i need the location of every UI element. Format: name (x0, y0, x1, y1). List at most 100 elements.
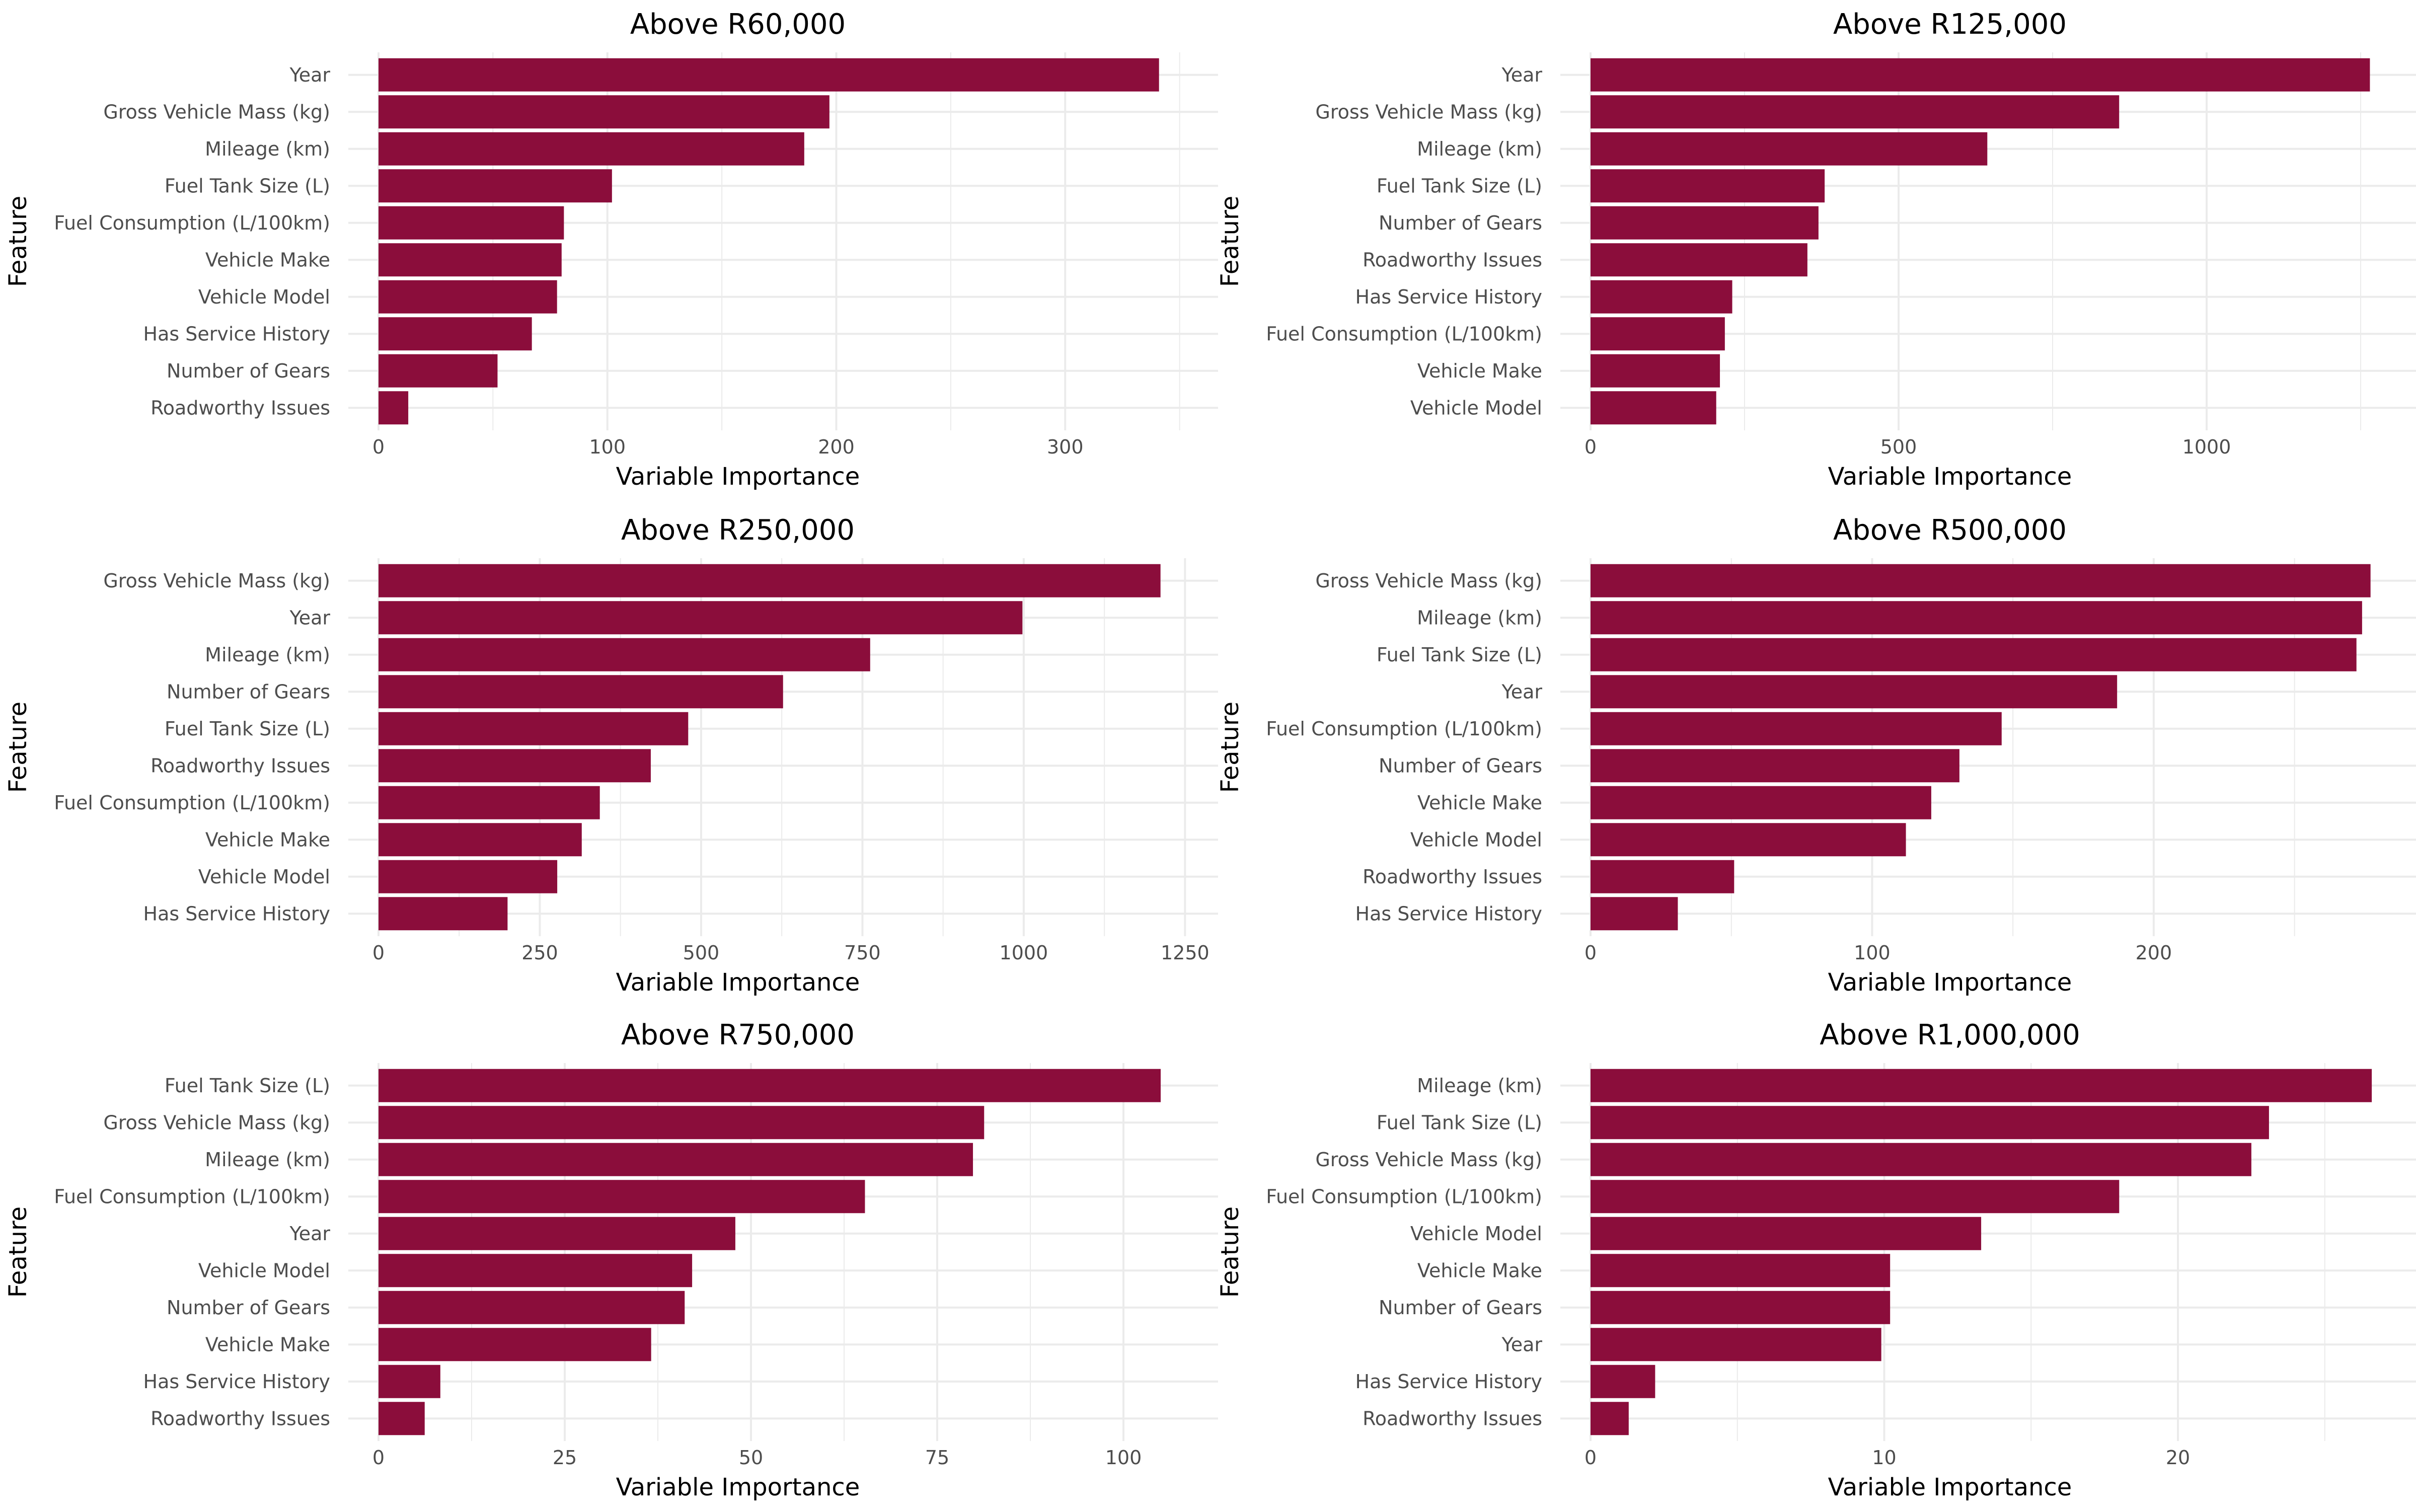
chart-1-y-axis-title: Feature (1216, 196, 1244, 287)
chart-1-bar-number-of-gears (1591, 206, 1819, 240)
chart-5-x-axis-title: Variable Importance (1828, 1473, 2072, 1501)
chart-5-category-label-roadworthy-issues: Roadworthy Issues (1363, 1407, 1542, 1429)
chart-2-tick-label-1: 250 (521, 942, 558, 964)
chart-0-bar-vehicle-make (379, 243, 562, 277)
chart-5-bar-roadworthy-issues (1591, 1402, 1629, 1435)
chart-5-category-label-gross-vehicle-mass-kg: Gross Vehicle Mass (kg) (1315, 1149, 1542, 1171)
chart-1-bar-fuel-tank-size-l (1591, 169, 1825, 203)
chart-2-bar-fuel-tank-size-l (379, 712, 689, 745)
chart-4-bar-fuel-consumption-l-100km (379, 1180, 865, 1214)
chart-5-category-label-vehicle-make: Vehicle Make (1417, 1259, 1542, 1281)
chart-5-panel: Mileage (km) Fuel Tank Size (L) Gross Vehi… (1216, 1019, 2416, 1501)
chart-5-category-label-fuel-tank-size-l: Fuel Tank Size (L) (1377, 1111, 1542, 1133)
chart-5-bar-fuel-tank-size-l (1591, 1106, 2269, 1140)
chart-5-bar-number-of-gears (1591, 1291, 1891, 1324)
chart-2-category-label-year: Year (289, 607, 331, 629)
chart-5-bar-vehicle-make (1591, 1254, 1891, 1288)
chart-3-bar-gross-vehicle-mass-kg (1591, 564, 2371, 597)
chart-2-category-label-number-of-gears: Number of Gears (167, 681, 330, 703)
chart-0-tick-label-2: 200 (818, 436, 855, 458)
chart-4-bar-year (379, 1217, 735, 1250)
chart-2-category-label-has-service-history: Has Service History (143, 902, 330, 925)
chart-3-tick-label-2: 200 (2136, 942, 2172, 964)
chart-4-tick-label-2: 50 (739, 1447, 763, 1469)
chart-5-bar-year (1591, 1328, 1881, 1362)
chart-5-bar-fuel-consumption-l-100km (1591, 1180, 2120, 1214)
chart-4-bar-vehicle-model (379, 1254, 693, 1288)
chart-5-bar-gross-vehicle-mass-kg (1591, 1143, 2251, 1176)
chart-4-category-label-gross-vehicle-mass-kg: Gross Vehicle Mass (kg) (103, 1111, 330, 1133)
chart-3-bar-fuel-tank-size-l (1591, 638, 2357, 671)
chart-1-bar-year (1591, 58, 2370, 92)
chart-4-bar-has-service-history (379, 1365, 440, 1398)
chart-0-bar-has-service-history (379, 317, 532, 351)
chart-1-category-label-roadworthy-issues: Roadworthy Issues (1363, 249, 1542, 271)
chart-4-bar-mileage-km (379, 1143, 973, 1176)
chart-2-title: Above R250,000 (621, 514, 855, 547)
chart-4-panel: Fuel Tank Size (L) Gross Vehicle Mass (kg… (4, 1019, 1218, 1501)
chart-3-bar-fuel-consumption-l-100km (1591, 712, 2002, 745)
chart-5-category-label-year: Year (1501, 1333, 1543, 1355)
chart-3-bar-number-of-gears (1591, 749, 1959, 783)
chart-3-category-label-gross-vehicle-mass-kg: Gross Vehicle Mass (kg) (1315, 570, 1542, 592)
chart-1-bar-fuel-consumption-l-100km (1591, 317, 1725, 351)
chart-2-category-label-gross-vehicle-mass-kg: Gross Vehicle Mass (kg) (103, 570, 330, 592)
chart-4-tick-label-1: 25 (553, 1447, 577, 1469)
chart-2-tick-label-5: 1250 (1161, 942, 1210, 964)
chart-0-y-axis-title: Feature (4, 196, 32, 287)
chart-4-tick-label-3: 75 (925, 1447, 949, 1469)
chart-4-bar-fuel-tank-size-l (379, 1069, 1161, 1102)
chart-5-tick-label-2: 20 (2166, 1447, 2190, 1469)
chart-0-bar-mileage-km (379, 132, 804, 166)
chart-4-title: Above R750,000 (621, 1019, 855, 1051)
chart-0-category-label-year: Year (289, 64, 331, 86)
chart-1-bar-gross-vehicle-mass-kg (1591, 95, 2120, 129)
chart-4-category-label-mileage-km: Mileage (km) (205, 1149, 330, 1171)
chart-0-category-label-number-of-gears: Number of Gears (167, 360, 330, 382)
chart-1-x-axis-title: Variable Importance (1828, 463, 2072, 491)
chart-0-category-label-fuel-tank-size-l: Fuel Tank Size (L) (165, 175, 330, 197)
chart-3-category-label-number-of-gears: Number of Gears (1379, 754, 1542, 777)
chart-0-category-label-has-service-history: Has Service History (143, 323, 330, 345)
chart-1-category-label-year: Year (1501, 64, 1543, 86)
chart-3-category-label-has-service-history: Has Service History (1355, 902, 1542, 925)
chart-3-x-axis-title: Variable Importance (1828, 968, 2072, 997)
chart-2-x-axis-title: Variable Importance (616, 968, 860, 997)
chart-2-tick-label-2: 500 (683, 942, 720, 964)
chart-2-bar-roadworthy-issues (379, 749, 651, 783)
chart-5-category-label-mileage-km: Mileage (km) (1417, 1075, 1542, 1097)
chart-3-panel: Gross Vehicle Mass (kg) Mileage (km) Fuel … (1216, 514, 2416, 997)
chart-4-bar-vehicle-make (379, 1328, 651, 1362)
chart-2-category-label-vehicle-make: Vehicle Make (205, 828, 330, 851)
chart-3-category-label-roadworthy-issues: Roadworthy Issues (1363, 866, 1542, 888)
chart-5-category-label-fuel-consumption-l-100km: Fuel Consumption (L/100km) (1266, 1185, 1542, 1207)
chart-1-category-label-fuel-consumption-l-100km: Fuel Consumption (L/100km) (1266, 323, 1542, 345)
chart-0-category-label-vehicle-model: Vehicle Model (198, 286, 330, 308)
chart-2-bar-mileage-km (379, 638, 870, 671)
chart-3-title: Above R500,000 (1833, 514, 2067, 547)
chart-2-category-label-fuel-consumption-l-100km: Fuel Consumption (L/100km) (54, 792, 330, 814)
chart-4-bar-gross-vehicle-mass-kg (379, 1106, 985, 1140)
chart-1-category-label-has-service-history: Has Service History (1355, 286, 1542, 308)
chart-0-bar-fuel-tank-size-l (379, 169, 612, 203)
chart-3-bar-vehicle-model (1591, 823, 1906, 857)
chart-1-category-label-vehicle-model: Vehicle Model (1410, 397, 1542, 419)
chart-3-category-label-fuel-tank-size-l: Fuel Tank Size (L) (1377, 644, 1542, 666)
chart-0-tick-label-3: 300 (1047, 436, 1084, 458)
chart-0-category-label-fuel-consumption-l-100km: Fuel Consumption (L/100km) (54, 212, 330, 234)
chart-0-bar-number-of-gears (379, 354, 498, 388)
chart-0-category-label-vehicle-make: Vehicle Make (205, 249, 330, 271)
chart-0-panel: Year Gross Vehicle Mass (kg) Mileage (km) F… (4, 8, 1218, 491)
chart-2-bar-vehicle-model (379, 860, 558, 893)
chart-0-category-label-roadworthy-issues: Roadworthy Issues (150, 397, 330, 419)
chart-4-tick-label-0: 0 (372, 1447, 385, 1469)
chart-4-category-label-roadworthy-issues: Roadworthy Issues (150, 1407, 330, 1429)
chart-1-tick-label-1: 500 (1880, 436, 1917, 458)
chart-0-tick-label-1: 100 (589, 436, 626, 458)
chart-4-bar-number-of-gears (379, 1291, 685, 1324)
chart-3-tick-label-1: 100 (1854, 942, 1891, 964)
chart-1-category-label-gross-vehicle-mass-kg: Gross Vehicle Mass (kg) (1315, 101, 1542, 123)
chart-4-category-label-vehicle-model: Vehicle Model (198, 1259, 330, 1281)
chart-1-category-label-fuel-tank-size-l: Fuel Tank Size (L) (1377, 175, 1542, 197)
chart-1-category-label-vehicle-make: Vehicle Make (1417, 360, 1542, 382)
